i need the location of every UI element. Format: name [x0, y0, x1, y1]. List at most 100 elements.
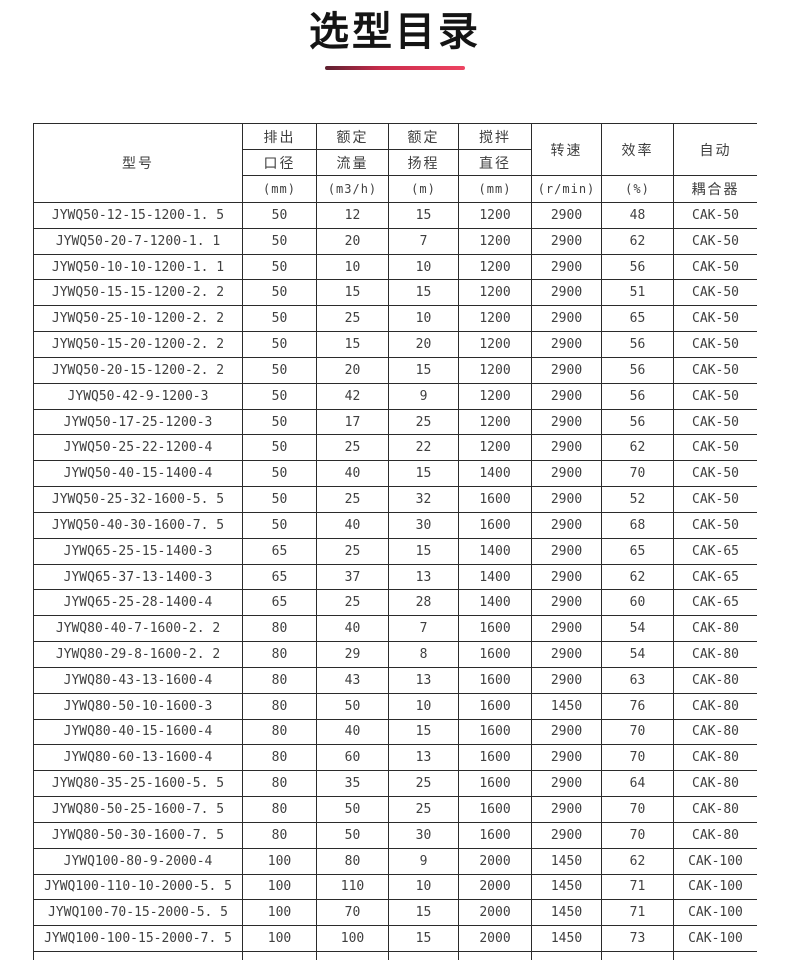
- value-cell: 1450: [531, 847, 602, 875]
- value-cell: 37: [316, 563, 389, 591]
- model-cell: JYWQ80-60-13-1600-4: [33, 744, 243, 772]
- value-cell: 62: [601, 563, 674, 591]
- value-cell: 65: [242, 589, 317, 617]
- table-row: JYWQ100-70-15-2000-5. 5 100 70 15 2000 1450 71…: [33, 899, 757, 927]
- value-cell: 2900: [531, 641, 602, 668]
- value-cell: 10: [388, 253, 459, 281]
- header-row-2: 口径 流量 扬程 直径: [34, 149, 758, 176]
- value-cell: [601, 951, 674, 960]
- col-header-stir-line1: 搅拌: [458, 123, 532, 150]
- value-cell: 2900: [531, 615, 602, 643]
- value-cell: 25: [316, 537, 389, 565]
- value-cell: 1450: [531, 899, 602, 927]
- model-cell: JYWQ50-25-22-1200-4: [33, 434, 243, 462]
- value-cell: 56: [601, 382, 674, 410]
- value-cell: 50: [242, 434, 317, 462]
- value-cell: 25: [316, 434, 389, 462]
- value-cell: 73: [601, 925, 674, 953]
- value-cell: 68: [601, 511, 674, 539]
- value-cell: 100: [242, 873, 317, 901]
- value-cell: CAK-65: [673, 589, 757, 617]
- table-row: JYWQ80-50-10-1600-3 80 50 10 1600 1450 76 CAK-8…: [33, 692, 757, 720]
- value-cell: 29: [316, 641, 389, 668]
- value-cell: 1200: [458, 305, 532, 333]
- value-cell: 2900: [531, 331, 602, 358]
- table-row: JYWQ100-110-10-2000-5. 5 100 110 10 2000 1450…: [33, 873, 757, 901]
- value-cell: CAK-80: [673, 718, 757, 746]
- value-cell: 2900: [531, 821, 602, 849]
- value-cell: 56: [601, 356, 674, 384]
- value-cell: CAK-50: [673, 331, 757, 358]
- table-row: JYWQ80-40-7-1600-2. 2 80 40 7 1600 2900 54 CAK-…: [33, 615, 757, 643]
- model-cell: JYWQ80-29-8-1600-2. 2: [33, 641, 243, 668]
- table-row: JYWQ50-42-9-1200-3 50 42 9 1200 2900 56 CAK-50: [33, 382, 757, 410]
- value-cell: 9: [388, 382, 459, 410]
- value-cell: 1200: [458, 279, 532, 307]
- value-cell: 50: [242, 460, 317, 488]
- value-cell: CAK-80: [673, 796, 757, 823]
- value-cell: 54: [601, 615, 674, 643]
- value-cell: 71: [601, 873, 674, 901]
- value-cell: 50: [316, 692, 389, 720]
- model-cell: JYWQ100-100-15-2000-7. 5: [33, 925, 243, 953]
- model-cell: JYWQ80-50-25-1600-7. 5: [33, 796, 243, 823]
- table-row: JYWQ65-25-28-1400-4 65 25 28 1400 2900 60 CAK-6…: [33, 589, 757, 617]
- value-cell: 22: [388, 434, 459, 462]
- model-cell: JYWQ80-50-10-1600-3: [33, 692, 243, 720]
- table-row: JYWQ80-29-8-1600-2. 2 80 29 8 1600 2900 54 CAK-…: [33, 641, 757, 668]
- value-cell: 52: [601, 486, 674, 513]
- value-cell: 50: [242, 382, 317, 410]
- value-cell: 1450: [531, 692, 602, 720]
- title-underline: [325, 66, 465, 70]
- value-cell: 80: [242, 796, 317, 823]
- col-header-flow-line2: 流量: [316, 149, 389, 176]
- value-cell: 15: [388, 718, 459, 746]
- col-header-head-line2: 扬程: [388, 149, 459, 176]
- unit-discharge-mm: (mm): [242, 175, 317, 203]
- value-cell: CAK-80: [673, 641, 757, 668]
- value-cell: 80: [242, 641, 317, 668]
- value-cell: 25: [316, 589, 389, 617]
- value-cell: CAK-65: [673, 563, 757, 591]
- value-cell: 62: [601, 434, 674, 462]
- value-cell: 70: [601, 460, 674, 488]
- model-cell: JYWQ65-25-28-1400-4: [33, 589, 243, 617]
- value-cell: 50: [242, 202, 317, 229]
- value-cell: 1600: [458, 770, 532, 798]
- value-cell: 7: [388, 227, 459, 255]
- value-cell: 1200: [458, 382, 532, 410]
- value-cell: 1600: [458, 486, 532, 513]
- value-cell: 2900: [531, 227, 602, 255]
- value-cell: 28: [388, 589, 459, 617]
- table-body: JYWQ50-12-15-1200-1. 5 50 12 15 1200 2900 48 CA…: [33, 202, 757, 960]
- value-cell: 10: [388, 873, 459, 901]
- value-cell: 35: [316, 770, 389, 798]
- value-cell: 2000: [458, 873, 532, 901]
- value-cell: 70: [601, 718, 674, 746]
- value-cell: 70: [316, 899, 389, 927]
- value-cell: 80: [242, 615, 317, 643]
- model-cell: JYWQ50-40-30-1600-7. 5: [33, 511, 243, 539]
- value-cell: 2900: [531, 356, 602, 384]
- value-cell: CAK-80: [673, 692, 757, 720]
- value-cell: 2900: [531, 589, 602, 617]
- value-cell: CAK-50: [673, 486, 757, 513]
- value-cell: 40: [316, 460, 389, 488]
- value-cell: 54: [601, 641, 674, 668]
- value-cell: 15: [388, 202, 459, 229]
- value-cell: 15: [388, 356, 459, 384]
- value-cell: 50: [242, 279, 317, 307]
- table-row: JYWQ50-12-15-1200-1. 5 50 12 15 1200 2900 48 CA…: [33, 202, 757, 229]
- value-cell: 15: [316, 331, 389, 358]
- table-row: JYWQ65-25-15-1400-3 65 25 15 1400 2900 65 CAK-6…: [33, 537, 757, 565]
- table-header: 型号 排出 额定 额定 搅拌 转速 效率 自动 口径 流量 扬程 直径 (mm): [33, 123, 758, 203]
- value-cell: 50: [242, 408, 317, 436]
- value-cell: 2000: [458, 847, 532, 875]
- value-cell: 10: [388, 692, 459, 720]
- value-cell: 76: [601, 692, 674, 720]
- value-cell: CAK-80: [673, 821, 757, 849]
- value-cell: [673, 951, 757, 960]
- value-cell: 2900: [531, 744, 602, 772]
- table-row: JYWQ80-50-30-1600-7. 5 80 50 30 1600 2900 70 CA…: [33, 821, 757, 849]
